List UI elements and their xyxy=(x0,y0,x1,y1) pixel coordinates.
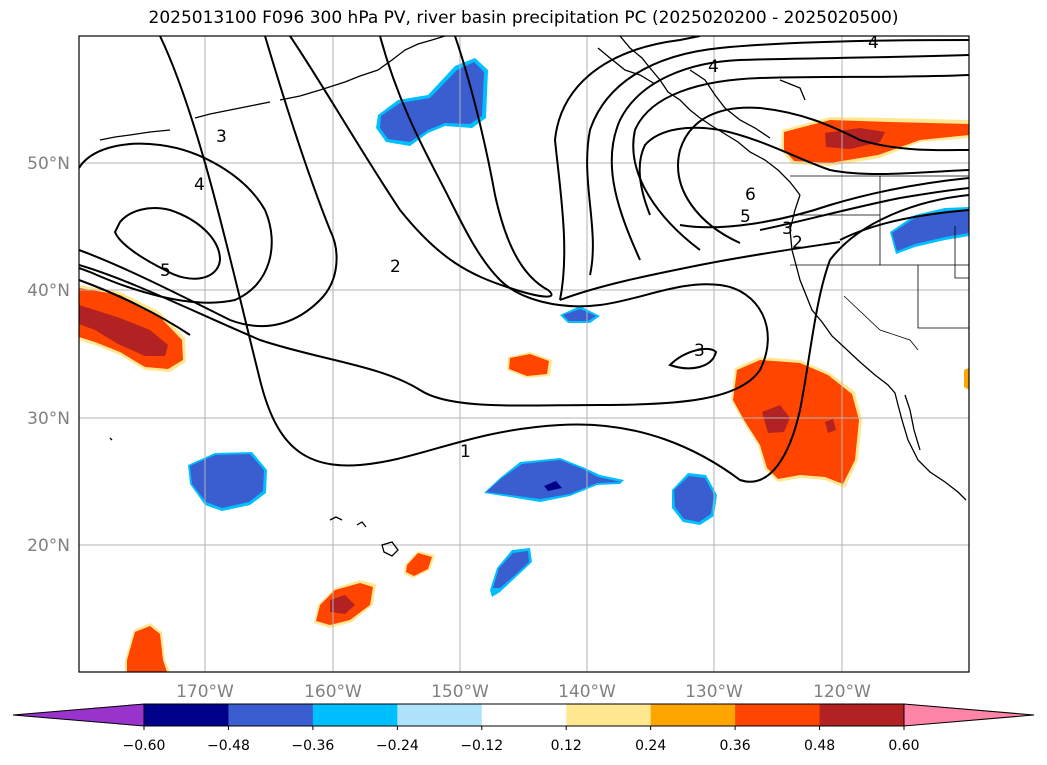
longitude-labels: 170°W 160°W 150°W 140°W 130°W 120°W xyxy=(176,682,871,702)
colorbar-tick-label: 0.12 xyxy=(551,738,582,754)
latitude-labels: 50°N 40°N 30°N 20°N xyxy=(27,154,70,556)
contour-label: 2 xyxy=(390,257,401,277)
contour-label: 5 xyxy=(740,207,751,227)
contour-label: 4 xyxy=(194,175,205,195)
pv-contour-jet-1 xyxy=(553,36,701,301)
pv-contour-upper-a xyxy=(289,36,553,298)
contour-label: 6 xyxy=(745,185,756,205)
anomaly-west-pacific-positive xyxy=(79,285,186,372)
pv-contour-2b xyxy=(839,209,969,241)
lat-label: 20°N xyxy=(27,536,70,556)
anomaly-us-west-coast-positive xyxy=(781,117,969,166)
contour-label: 4 xyxy=(708,57,719,77)
positive-anomaly-regions xyxy=(79,117,969,672)
colorbar-segment xyxy=(566,704,652,726)
lat-label: 40°N xyxy=(27,281,70,301)
colorbar-tick-label: 0.24 xyxy=(635,738,666,754)
colorbar-tick-label: 0.48 xyxy=(804,738,835,754)
pv-contour-jet-2 xyxy=(586,39,969,276)
pv-contour-jet-4 xyxy=(632,74,969,251)
pv-contour-3b xyxy=(668,347,718,370)
anomaly-subtropical-central-negative xyxy=(484,458,624,502)
pv-contour-southern-jet xyxy=(559,241,841,301)
pv-contour-3 xyxy=(79,36,338,328)
contour-label: 4 xyxy=(868,33,879,53)
pv-contour-west-3 xyxy=(79,279,191,336)
lat-label: 50°N xyxy=(27,154,70,174)
contour-label: 1 xyxy=(460,442,471,462)
lon-label: 120°W xyxy=(813,682,871,702)
colorbar-tick-label: 0.36 xyxy=(720,738,751,754)
lon-label: 170°W xyxy=(176,682,234,702)
colorbar-segment xyxy=(312,704,398,726)
colorbar-tick-label: −0.36 xyxy=(291,738,334,754)
pv-contour-jet-5 xyxy=(677,106,969,244)
map-panel: 4 4 3 4 5 2 6 5 3 2 3 1 xyxy=(79,33,969,672)
contour-label: 3 xyxy=(694,341,705,361)
coastlines xyxy=(99,36,967,557)
colorbar-segment xyxy=(481,704,567,726)
colorbar-tick-label: −0.60 xyxy=(123,738,166,754)
colorbar-tick-label: −0.24 xyxy=(376,738,419,754)
contour-label: 3 xyxy=(782,219,793,239)
lat-label: 30°N xyxy=(27,409,70,429)
lon-label: 130°W xyxy=(685,682,743,702)
colorbar: −0.60 −0.48 −0.36 −0.24 −0.12 0.12 0.24 0.36 0.4… xyxy=(12,703,1035,754)
colorbar-segment xyxy=(397,704,483,726)
pv-contour-1 xyxy=(159,36,969,483)
lon-label: 150°W xyxy=(431,682,489,702)
anomaly-subtropical-east-negative xyxy=(672,473,717,525)
colorbar-segment xyxy=(144,704,229,726)
colorbar-segment xyxy=(819,704,905,726)
contour-label: 5 xyxy=(160,261,171,281)
anomaly-central-small-negative xyxy=(490,306,600,597)
anomaly-hawaii-positive xyxy=(125,368,969,672)
pv-contour-jet-7 xyxy=(679,177,969,229)
lon-label: 140°W xyxy=(558,682,616,702)
pv-contour-2 xyxy=(79,36,769,407)
colorbar-tick-label: −0.48 xyxy=(207,738,250,754)
lon-label: 160°W xyxy=(304,682,362,702)
pv-contour-jet-3 xyxy=(610,54,969,261)
colorbar-extend-low xyxy=(13,704,144,726)
colorbar-tick-label: −0.12 xyxy=(460,738,503,754)
colorbar-frame xyxy=(143,703,905,727)
colorbar-segment xyxy=(228,704,314,726)
contour-label: 2 xyxy=(792,233,803,253)
map-frame xyxy=(78,35,970,673)
pv-contour-jet-8 xyxy=(759,187,969,231)
colorbar-segment xyxy=(735,704,821,726)
pv-contour-4 xyxy=(79,142,273,304)
map-title: 2025013100 F096 300 hPa PV, river basin … xyxy=(148,8,899,28)
anomaly-central-small-positive xyxy=(507,352,552,378)
contour-labels: 4 4 3 4 5 2 6 5 3 2 3 1 xyxy=(160,33,879,462)
colorbar-segment xyxy=(650,704,736,726)
anomaly-subtropical-west-negative xyxy=(188,452,267,511)
country-borders xyxy=(790,175,969,351)
pv-contour-5 xyxy=(113,207,222,280)
pv-contour-jet-6 xyxy=(638,126,969,216)
colorbar-extend-high xyxy=(904,704,1034,726)
contour-label: 3 xyxy=(216,127,227,147)
pv-contours xyxy=(79,36,969,483)
colorbar-tick-label: 0.60 xyxy=(888,738,919,754)
